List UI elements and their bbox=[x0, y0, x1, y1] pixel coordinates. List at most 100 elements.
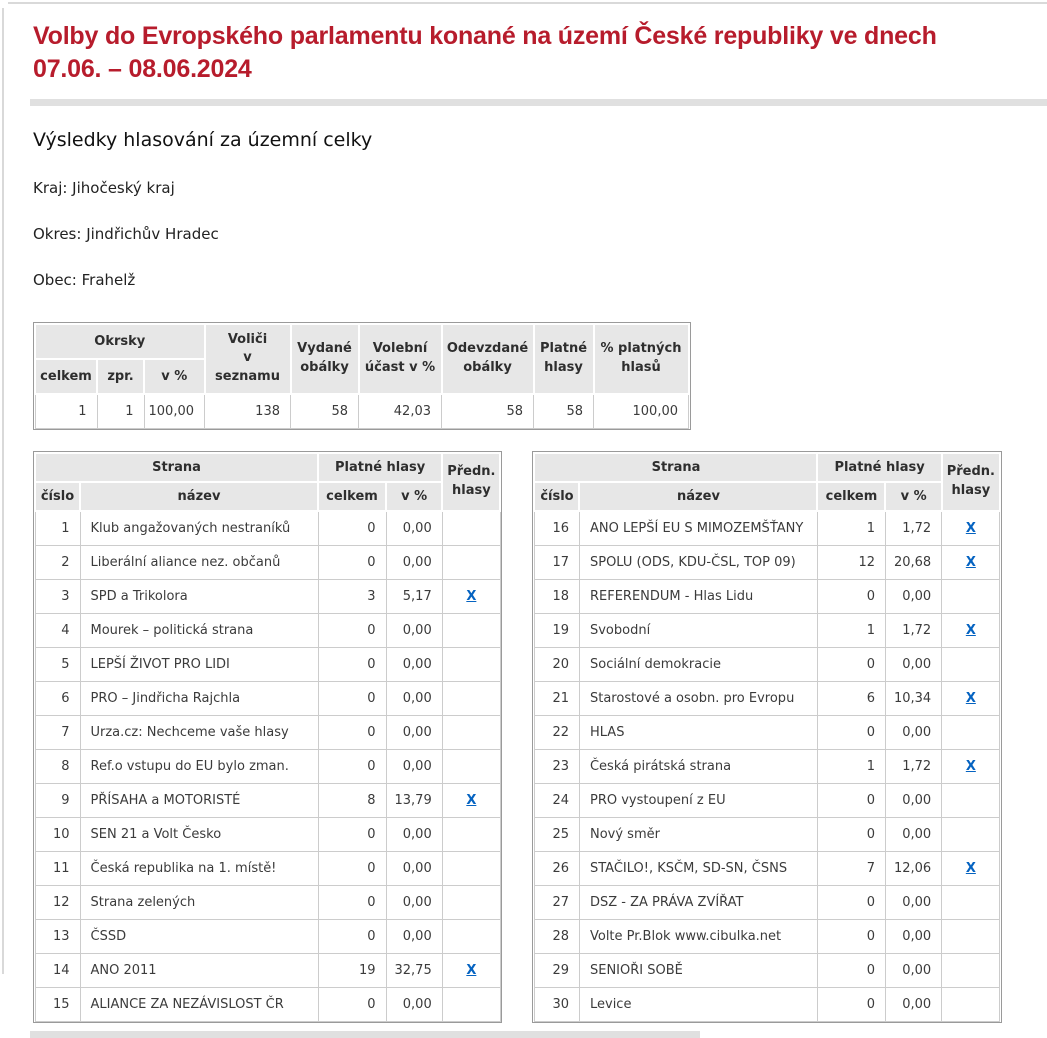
pref-votes-cell bbox=[941, 579, 1001, 615]
summary-subheader-celkem: celkem bbox=[34, 357, 98, 396]
party-votes-pct-cell: 0,00 bbox=[884, 987, 943, 1023]
region-obec: Obec: Frahelž bbox=[33, 270, 136, 289]
party-name-cell: Nový směr bbox=[578, 817, 818, 853]
party-votes-pct-cell: 0,00 bbox=[884, 885, 943, 921]
summary-value-okrsky-pct: 100,00 bbox=[143, 393, 205, 430]
summary-subheader-v-pct: v % bbox=[143, 357, 206, 396]
party-votes-pct-cell: 0,00 bbox=[884, 817, 943, 853]
table-row: 25 Nový směr 0 0,00 bbox=[533, 817, 1001, 853]
table-row: 17 SPOLU (ODS, KDU-ČSL, TOP 09) 12 20,68… bbox=[533, 545, 1001, 581]
table-row: 26 STAČILO!, KSČM, SD-SN, ČSNS 7 12,06 X bbox=[533, 851, 1001, 887]
party-name-cell: Strana zelených bbox=[79, 885, 319, 921]
table-row: 18 REFERENDUM - Hlas Lidu 0 0,00 bbox=[533, 579, 1001, 615]
party-number-cell: 6 bbox=[34, 681, 81, 717]
party-votes-total-cell: 0 bbox=[816, 885, 886, 921]
pref-votes-link[interactable]: X bbox=[965, 861, 976, 877]
party-results-table-left: Strana Platné hlasy Předn. hlasy číslo n… bbox=[34, 452, 502, 1023]
party-number-cell: 9 bbox=[34, 783, 81, 819]
table-row: 1 Klub angažovaných nestraníků 0 0,00 bbox=[34, 510, 501, 547]
pref-votes-cell bbox=[941, 885, 1001, 921]
party-number-cell: 25 bbox=[533, 817, 580, 853]
party-votes-pct-cell: 0,00 bbox=[385, 715, 443, 751]
party-votes-total-cell: 0 bbox=[317, 919, 387, 955]
table-row: 8 Ref.o vstupu do EU bylo zman. 0 0,00 bbox=[34, 749, 501, 785]
pref-votes-cell bbox=[441, 715, 501, 751]
summary-value-platne-hlasy: 58 bbox=[533, 393, 594, 430]
party-votes-total-cell: 12 bbox=[816, 545, 886, 581]
pref-votes-cell bbox=[441, 817, 501, 853]
summary-value-pct-platnych: 100,00 bbox=[593, 393, 689, 430]
party-votes-total-cell: 1 bbox=[816, 749, 886, 785]
table-row: 3 SPD a Trikolora 3 5,17 X bbox=[34, 579, 501, 615]
party-votes-total-cell: 0 bbox=[317, 681, 387, 717]
summary-value-ucast: 42,03 bbox=[358, 393, 442, 430]
summary-header-odevzdane-obalky: Odevzdané obálky bbox=[440, 322, 535, 396]
summary-values-row: 1 1 100,00 138 58 42,03 58 58 100,00 bbox=[34, 393, 689, 430]
party-votes-pct-cell: 0,00 bbox=[385, 885, 443, 921]
pref-votes-link[interactable]: X bbox=[965, 691, 976, 707]
party-name-cell: STAČILO!, KSČM, SD-SN, ČSNS bbox=[578, 851, 818, 887]
party-votes-pct-cell: 0,00 bbox=[884, 647, 943, 683]
party-votes-pct-cell: 0,00 bbox=[884, 919, 943, 955]
party-number-cell: 7 bbox=[34, 715, 81, 751]
party-name-cell: Česká pirátská strana bbox=[578, 749, 818, 785]
party-header-nazev: název bbox=[578, 481, 819, 513]
party-votes-total-cell: 6 bbox=[816, 681, 886, 717]
pref-votes-link[interactable]: X bbox=[965, 759, 976, 775]
party-name-cell: Česká republika na 1. místě! bbox=[79, 851, 319, 887]
pref-votes-cell: X bbox=[941, 613, 1001, 649]
party-votes-total-cell: 3 bbox=[317, 579, 387, 615]
table-row: 4 Mourek – politická strana 0 0,00 bbox=[34, 613, 501, 649]
pref-votes-cell bbox=[441, 851, 501, 887]
pref-votes-cell bbox=[441, 681, 501, 717]
pref-votes-cell bbox=[441, 987, 501, 1023]
pref-votes-cell bbox=[941, 919, 1001, 955]
pref-votes-cell: X bbox=[941, 510, 1001, 547]
pref-votes-cell: X bbox=[441, 783, 501, 819]
bottom-divider bbox=[30, 1031, 700, 1038]
table-row: 11 Česká republika na 1. místě! 0 0,00 bbox=[34, 851, 501, 887]
pref-votes-cell bbox=[441, 510, 501, 547]
turnout-summary-table-wrap: Okrsky Voliči v seznamu Vydané obálky Vo… bbox=[33, 321, 691, 431]
table-row: 22 HLAS 0 0,00 bbox=[533, 715, 1001, 751]
party-number-cell: 3 bbox=[34, 579, 81, 615]
pref-votes-link[interactable]: X bbox=[466, 793, 477, 809]
party-votes-total-cell: 0 bbox=[317, 715, 387, 751]
page-left-border bbox=[2, 8, 4, 974]
party-header-v-pct: v % bbox=[384, 481, 444, 513]
pref-votes-link[interactable]: X bbox=[965, 521, 976, 537]
party-header-celkem: celkem bbox=[317, 481, 387, 513]
pref-votes-cell bbox=[941, 987, 1001, 1023]
party-votes-total-cell: 8 bbox=[317, 783, 387, 819]
party-votes-pct-cell: 12,06 bbox=[884, 851, 943, 887]
party-number-cell: 1 bbox=[34, 510, 81, 547]
party-number-cell: 22 bbox=[533, 715, 580, 751]
party-name-cell: SEN 21 a Volt Česko bbox=[79, 817, 319, 853]
pref-votes-link[interactable]: X bbox=[965, 555, 976, 571]
summary-header-volebni-ucast: Volební účast v % bbox=[357, 322, 443, 396]
party-number-cell: 2 bbox=[34, 545, 81, 581]
pref-votes-link[interactable]: X bbox=[965, 623, 976, 639]
pref-votes-cell bbox=[441, 647, 501, 683]
pref-votes-link[interactable]: X bbox=[466, 589, 477, 605]
pref-votes-cell bbox=[941, 817, 1001, 853]
party-name-cell: ANO 2011 bbox=[79, 953, 319, 989]
pref-votes-cell: X bbox=[941, 749, 1001, 785]
party-number-cell: 15 bbox=[34, 987, 81, 1023]
pref-votes-cell bbox=[441, 545, 501, 581]
region-kraj: Kraj: Jihočeský kraj bbox=[33, 178, 175, 197]
page-title: Volby do Evropského parlamentu konané na… bbox=[33, 22, 937, 84]
party-header-platne-hlasy: Platné hlasy bbox=[816, 452, 943, 484]
party-number-cell: 10 bbox=[34, 817, 81, 853]
party-votes-pct-cell: 0,00 bbox=[385, 647, 443, 683]
party-votes-pct-cell: 1,72 bbox=[884, 510, 943, 547]
table-row: 23 Česká pirátská strana 1 1,72 X bbox=[533, 749, 1001, 785]
party-number-cell: 17 bbox=[533, 545, 580, 581]
pref-votes-link[interactable]: X bbox=[466, 963, 477, 979]
party-votes-pct-cell: 0,00 bbox=[385, 919, 443, 955]
party-votes-total-cell: 1 bbox=[816, 510, 886, 547]
party-header-celkem: celkem bbox=[816, 481, 887, 513]
party-votes-pct-cell: 10,34 bbox=[884, 681, 943, 717]
party-votes-pct-cell: 32,75 bbox=[385, 953, 443, 989]
table-row: 5 LEPŠÍ ŽIVOT PRO LIDI 0 0,00 bbox=[34, 647, 501, 683]
